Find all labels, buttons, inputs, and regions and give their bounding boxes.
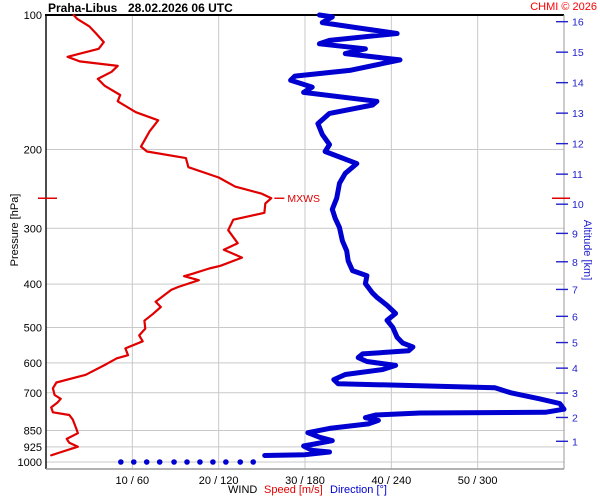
pressure-tick-label: 400 bbox=[24, 279, 42, 291]
station-title: Praha-Libus bbox=[48, 1, 118, 15]
altitude-tick-label: 8 bbox=[572, 257, 578, 269]
pressure-tick-label: 925 bbox=[24, 442, 42, 454]
altitude-tick-label: 4 bbox=[572, 363, 578, 375]
surface-direction-dot bbox=[156, 459, 163, 465]
surface-direction-dot bbox=[171, 459, 177, 465]
altitude-tick-label: 13 bbox=[572, 108, 584, 120]
surface-direction-dot bbox=[197, 459, 203, 465]
pressure-tick-label: 600 bbox=[24, 358, 42, 370]
surface-direction-dot bbox=[237, 459, 244, 465]
altitude-tick-label: 1 bbox=[572, 436, 578, 448]
surface-direction-dot bbox=[130, 459, 137, 465]
x-tick-label: 10 / 60 bbox=[116, 475, 150, 487]
pressure-tick-label: 1000 bbox=[18, 457, 42, 469]
x-tick-label: 30 / 180 bbox=[285, 475, 325, 487]
surface-direction-dot bbox=[250, 459, 256, 465]
wind-caption: WIND bbox=[228, 484, 258, 496]
surface-direction-dot bbox=[210, 459, 216, 465]
altitude-tick-label: 5 bbox=[572, 338, 578, 350]
altitude-tick-label: 12 bbox=[572, 139, 584, 151]
altitude-tick-label: 3 bbox=[572, 388, 578, 400]
pressure-tick-label: 200 bbox=[24, 145, 42, 157]
pressure-tick-label: 100 bbox=[24, 10, 42, 22]
altitude-tick-label: 2 bbox=[572, 412, 578, 424]
direction-curve bbox=[262, 12, 567, 458]
surface-direction-dot bbox=[143, 459, 150, 465]
altitude-tick-label: 15 bbox=[572, 47, 584, 59]
direction-caption: Direction [°] bbox=[330, 484, 387, 496]
altitude-tick-label: 10 bbox=[572, 199, 584, 211]
speed-caption: Speed [m/s] bbox=[264, 484, 323, 496]
pressure-tick-label: 850 bbox=[24, 425, 42, 437]
pressure-tick-label: 500 bbox=[24, 322, 42, 334]
altitude-tick-label: 7 bbox=[572, 284, 578, 296]
altitude-tick-label: 9 bbox=[572, 228, 578, 240]
surface-direction-dot bbox=[223, 459, 229, 465]
altitude-tick-label: 14 bbox=[572, 78, 584, 90]
copyright-label: CHMI © 2026 bbox=[530, 1, 597, 13]
x-tick-label: 20 / 120 bbox=[199, 475, 239, 487]
surface-direction-dot bbox=[118, 459, 124, 465]
pressure-tick-label: 700 bbox=[24, 388, 42, 400]
mxws-label: MXWS bbox=[287, 193, 320, 205]
altitude-tick-label: 16 bbox=[572, 17, 584, 29]
x-tick-label: 50 / 300 bbox=[458, 475, 498, 487]
altitude-tick-label: 6 bbox=[572, 311, 578, 323]
x-tick-label: 40 / 240 bbox=[371, 475, 411, 487]
altitude-tick-label: 11 bbox=[572, 169, 583, 181]
sounding-datetime: 28.02.2026 06 UTC bbox=[128, 1, 233, 15]
pressure-tick-label: 300 bbox=[24, 223, 42, 235]
surface-direction-dot bbox=[184, 459, 190, 465]
speed-curve bbox=[50, 13, 273, 457]
